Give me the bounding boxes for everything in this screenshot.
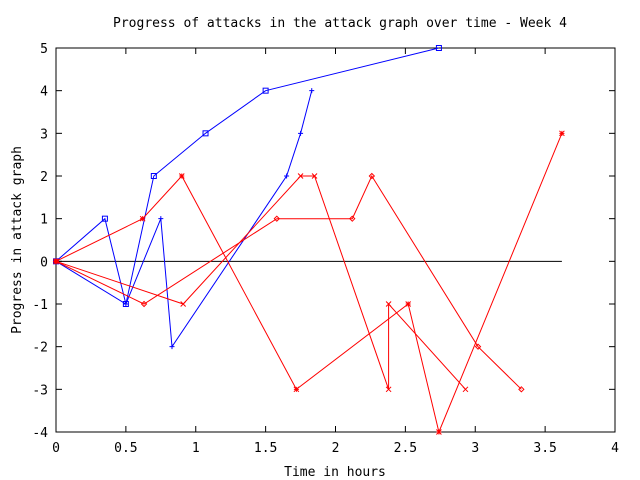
data-point (405, 301, 412, 307)
data-point (297, 173, 304, 179)
x-tick-label: 3.5 (533, 441, 556, 456)
plot-area (52, 45, 565, 435)
data-point (52, 258, 60, 265)
data-point (559, 130, 565, 137)
data-point (435, 45, 442, 51)
series-4 (53, 130, 565, 435)
series-3 (53, 173, 469, 393)
series-line (55, 174, 522, 390)
data-point (462, 386, 469, 393)
y-tick-label: 5 (40, 42, 48, 57)
data-point (139, 215, 146, 222)
data-point (349, 215, 356, 222)
y-tick-label: -4 (32, 426, 48, 441)
series-line (55, 175, 466, 390)
data-point (169, 344, 175, 350)
data-point (309, 88, 315, 94)
y-tick-label: 4 (40, 85, 48, 100)
data-point (385, 386, 392, 393)
data-point (293, 386, 300, 393)
data-point (202, 130, 209, 137)
x-tick-label: 3 (471, 441, 479, 456)
data-point (123, 301, 129, 307)
data-point (158, 216, 164, 222)
data-point (273, 215, 281, 222)
series-line (55, 133, 563, 434)
data-point (518, 386, 525, 393)
data-point (178, 173, 185, 179)
y-tick-label: 1 (40, 213, 48, 228)
x-axis-label: Time in hours (284, 465, 386, 480)
y-tick-label: 0 (40, 255, 48, 270)
y-axis-label: Progress in attack graph (10, 146, 25, 334)
data-point (385, 301, 392, 307)
series-2 (53, 88, 315, 350)
y-tick-label: -1 (32, 298, 48, 313)
x-tick-label: 4 (611, 441, 619, 456)
data-point (368, 172, 376, 180)
x-tick-label: 0 (52, 441, 60, 456)
series-5 (52, 172, 525, 393)
y-tick-label: -3 (32, 383, 48, 398)
data-point (180, 301, 187, 307)
data-point (298, 130, 304, 136)
data-point (101, 215, 108, 222)
data-point (262, 87, 269, 94)
series-line (55, 90, 313, 349)
data-point (311, 173, 318, 179)
series-1 (53, 45, 442, 307)
data-point (150, 173, 157, 179)
y-tick-label: 3 (40, 127, 48, 142)
y-tick-label: 2 (40, 170, 48, 185)
data-point (140, 300, 148, 308)
data-point (474, 343, 482, 350)
x-tick-label: 2 (332, 441, 340, 456)
x-tick-label: 1.5 (254, 441, 277, 456)
data-point (284, 173, 290, 179)
y-tick-label: -2 (32, 341, 48, 356)
x-tick-label: 2.5 (394, 441, 417, 456)
data-point (436, 429, 442, 435)
x-tick-label: 0.5 (114, 441, 137, 456)
series-line (55, 47, 440, 305)
chart-title: Progress of attacks in the attack graph … (113, 16, 567, 31)
x-tick-label: 1 (192, 441, 200, 456)
axis-ticks: 0 0.5 1 1.5 2 2.5 3 3.5 4 -4 -3 -2 -1 0 1 2 3 4 5 (32, 42, 619, 456)
